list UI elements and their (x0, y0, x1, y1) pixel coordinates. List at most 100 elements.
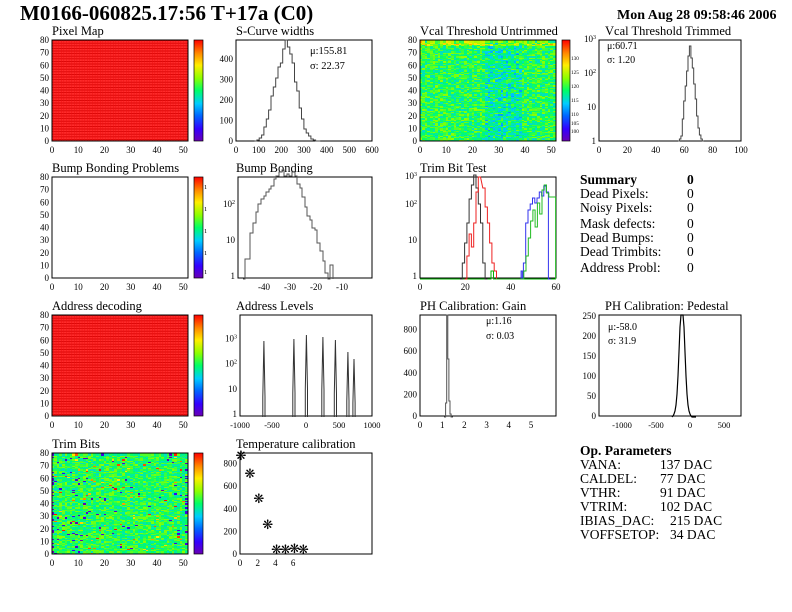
svg-text:50: 50 (587, 391, 597, 401)
svg-text:100: 100 (583, 371, 597, 381)
svg-text:μ:-58.0: μ:-58.0 (608, 322, 637, 333)
svg-text:μ:1.16: μ:1.16 (486, 316, 512, 327)
svg-text:CALDEL:: CALDEL: (580, 471, 637, 486)
svg-text:600: 600 (365, 145, 379, 155)
svg-text:0: 0 (597, 145, 602, 155)
svg-text:2: 2 (462, 420, 467, 430)
svg-text:30: 30 (126, 558, 136, 568)
svg-text:50: 50 (40, 486, 50, 496)
svg-text:40: 40 (153, 420, 163, 430)
svg-text:400: 400 (220, 54, 234, 64)
svg-text:20: 20 (40, 111, 50, 121)
svg-text:40: 40 (153, 282, 163, 292)
svg-text:μ:60.71: μ:60.71 (607, 41, 638, 52)
svg-text:50: 50 (408, 73, 418, 83)
svg-text:1: 1 (233, 409, 238, 419)
svg-text:102 DAC: 102 DAC (660, 499, 712, 514)
svg-text:❋: ❋ (236, 448, 247, 463)
svg-text:Mask defects:: Mask defects: (580, 216, 655, 231)
svg-text:400: 400 (320, 145, 334, 155)
svg-text:0: 0 (45, 273, 50, 283)
svg-text:-500: -500 (648, 420, 664, 430)
svg-text:100: 100 (734, 145, 748, 155)
svg-text:200: 200 (224, 526, 238, 536)
svg-text:20: 20 (100, 282, 110, 292)
svg-text:❋: ❋ (253, 491, 264, 506)
svg-text:1: 1 (413, 271, 418, 281)
svg-text:6: 6 (291, 558, 296, 568)
svg-text:VOFFSETOP:: VOFFSETOP: (580, 527, 659, 542)
svg-text:0: 0 (687, 216, 694, 231)
svg-text:215 DAC: 215 DAC (670, 513, 722, 528)
svg-text:800: 800 (404, 325, 418, 335)
svg-text:1: 1 (231, 271, 236, 281)
svg-text:80: 80 (40, 448, 50, 458)
svg-text:102: 102 (584, 68, 596, 78)
svg-text:20: 20 (40, 524, 50, 534)
svg-text:200: 200 (275, 145, 289, 155)
svg-text:80: 80 (408, 35, 418, 45)
svg-text:0: 0 (418, 145, 423, 155)
svg-text:4: 4 (507, 420, 512, 430)
svg-text:60: 60 (40, 197, 50, 207)
svg-text:60: 60 (40, 473, 50, 483)
svg-text:30: 30 (126, 420, 136, 430)
svg-text:20: 20 (468, 145, 478, 155)
svg-text:30: 30 (40, 511, 50, 521)
svg-text:1: 1 (440, 420, 445, 430)
svg-text:0: 0 (50, 282, 55, 292)
svg-text:0: 0 (418, 420, 423, 430)
svg-text:VTRIM:: VTRIM: (580, 499, 627, 514)
svg-text:20: 20 (40, 248, 50, 258)
svg-text:50: 50 (179, 420, 189, 430)
svg-text:Noisy Pixels:: Noisy Pixels: (580, 200, 652, 215)
svg-text:500: 500 (333, 420, 346, 430)
svg-text:100: 100 (220, 116, 234, 126)
svg-text:10: 10 (408, 235, 418, 245)
svg-text:10: 10 (74, 558, 84, 568)
svg-text:10: 10 (587, 102, 597, 112)
svg-text:70: 70 (40, 185, 50, 195)
svg-text:0: 0 (687, 260, 694, 275)
svg-text:10: 10 (442, 145, 452, 155)
svg-text:50: 50 (40, 73, 50, 83)
svg-text:0: 0 (304, 420, 308, 430)
svg-text:IBIAS_DAC:: IBIAS_DAC: (580, 513, 654, 528)
svg-text:20: 20 (623, 145, 633, 155)
svg-text:σ: 0.03: σ: 0.03 (486, 331, 514, 342)
svg-text:-40: -40 (258, 282, 270, 292)
svg-text:60: 60 (552, 282, 562, 292)
svg-text:40: 40 (651, 145, 661, 155)
svg-text:0: 0 (234, 145, 239, 155)
svg-text:30: 30 (40, 373, 50, 383)
svg-text:40: 40 (40, 86, 50, 96)
svg-text:μ:155.81: μ:155.81 (310, 46, 347, 57)
svg-text:0: 0 (592, 411, 597, 421)
svg-text:0: 0 (413, 136, 418, 146)
svg-text:102: 102 (223, 199, 235, 209)
svg-text:80: 80 (40, 310, 50, 320)
svg-text:70: 70 (40, 461, 50, 471)
svg-text:30: 30 (40, 98, 50, 108)
svg-text:4: 4 (273, 558, 278, 568)
svg-text:20: 20 (100, 420, 110, 430)
svg-text:σ: 31.9: σ: 31.9 (608, 336, 636, 347)
svg-text:0: 0 (233, 549, 238, 559)
svg-text:103: 103 (225, 333, 237, 343)
svg-text:50: 50 (40, 348, 50, 358)
svg-text:10: 10 (40, 398, 50, 408)
svg-text:40: 40 (40, 499, 50, 509)
svg-text:VANA:: VANA: (580, 457, 621, 472)
svg-text:10: 10 (74, 282, 84, 292)
svg-text:40: 40 (153, 558, 163, 568)
svg-text:400: 400 (404, 368, 418, 378)
svg-text:30: 30 (408, 98, 418, 108)
svg-text:20: 20 (40, 386, 50, 396)
svg-text:5: 5 (529, 420, 534, 430)
svg-text:400: 400 (224, 504, 238, 514)
svg-text:600: 600 (224, 481, 238, 491)
svg-text:60: 60 (40, 335, 50, 345)
svg-text:0: 0 (413, 411, 418, 421)
svg-text:200: 200 (583, 331, 597, 341)
svg-text:50: 50 (179, 558, 189, 568)
